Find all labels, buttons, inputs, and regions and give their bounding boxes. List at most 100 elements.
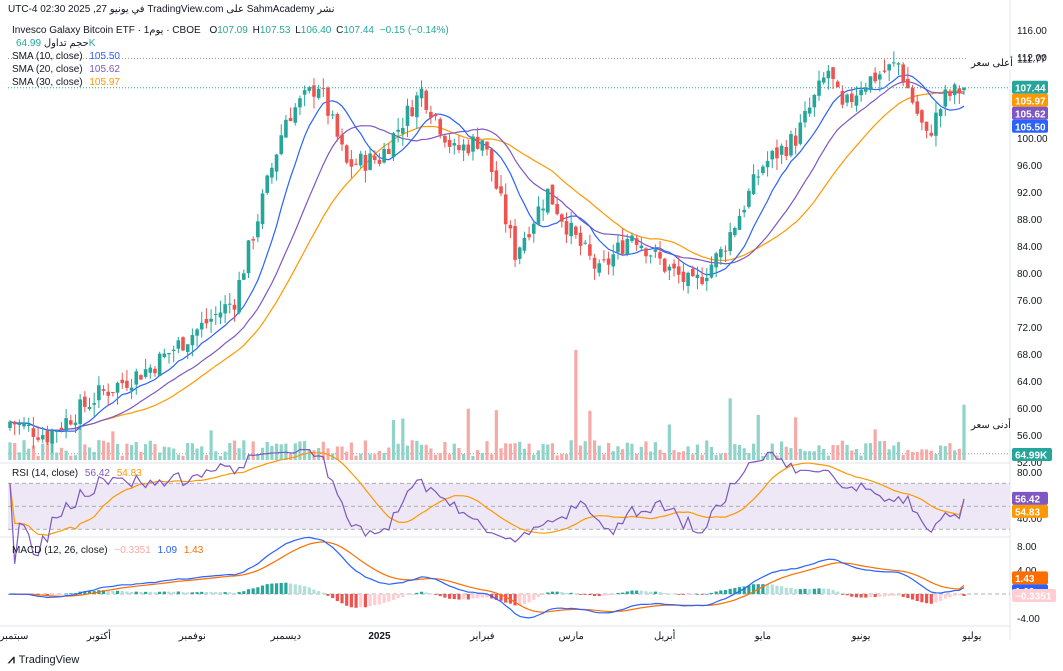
candle-body [686,272,690,286]
candle-body [199,322,204,330]
volume-bar [447,454,452,460]
macd-histogram-bar [59,594,64,595]
macd-histogram-bar [644,591,648,594]
volume-bar [101,440,106,460]
candle-body [181,337,185,351]
macd-histogram-bar [583,594,587,595]
volume-bar [466,408,470,460]
macd-histogram-bar [840,594,845,595]
candle-body [307,87,312,91]
macd-histogram-bar [158,591,162,594]
volume-bar [13,443,17,460]
volume-bar [288,453,293,460]
volume-bar [106,442,110,460]
macd-histogram-bar [209,592,213,594]
volume-bar [490,454,494,460]
volume-bar [826,455,830,460]
volume-bar [948,443,952,460]
volume-bar [742,448,746,460]
volume-bar [854,448,859,460]
macd-histogram-bar [494,594,498,600]
volume-bar [377,450,382,460]
volume-bar [953,450,957,460]
candle-body [185,344,190,352]
candle-body [340,134,344,145]
volume-bar [597,445,601,460]
macd-histogram-bar [186,592,190,594]
candle-body [167,352,171,355]
candle-body [550,184,555,205]
sma10-legend[interactable]: SMA (10, close) 105.50 [12,51,120,62]
candle-body [279,135,284,155]
macd-histogram-bar [144,591,148,594]
candle-body [934,112,938,136]
rsi-tag: 56.42 [1015,494,1040,505]
volume-bar [78,425,82,460]
candle-body [429,111,433,118]
macd-histogram-bar [957,594,961,596]
macd-histogram-bar [83,591,87,594]
candle-body [793,135,798,146]
sma30-legend[interactable]: SMA (30, close) 105.97 [12,77,120,88]
volume-legend[interactable]: حجم تداول 64.99K [12,38,95,49]
tradingview-logo[interactable]: ⩘ TradingView [8,652,79,667]
rsi-legend[interactable]: RSI (14, close) 56.42 54.83 [12,468,142,479]
macd-histogram-bar [288,583,293,594]
volume-bar [429,448,433,460]
candle-body [391,133,396,158]
candle-body [92,403,96,405]
macd-histogram-bar [106,590,110,594]
macd-histogram-bar [649,591,653,594]
sma30-tag: 105.97 [1015,96,1046,107]
candle-body [616,242,620,253]
volume-bar [452,443,456,460]
candle-body [611,254,616,267]
volume-bar [214,451,218,460]
macd-histogram-bar [256,587,260,594]
macd-histogram-bar [878,594,882,597]
macd-histogram-bar [125,591,129,594]
volume-bar [499,448,503,460]
candle-body [358,153,363,166]
price-tick-label: 112.00 [1017,53,1047,64]
volume-bar [518,441,522,460]
candle-body [929,132,934,136]
ohlc-l-label: L [295,25,301,36]
sma20-legend[interactable]: SMA (20, close) 105.62 [12,64,120,75]
macd-histogram-bar [274,583,279,594]
candle-body [143,369,148,377]
volume-bar [120,455,124,460]
candle-body [948,91,952,96]
candle-body [246,240,251,274]
macd-hist-tag-bg [1012,589,1056,603]
candle-body [737,215,742,230]
candle-body [176,340,181,349]
candle-body [882,70,887,72]
candle-body [560,214,564,222]
candle-body [536,206,541,225]
candle-body [775,147,779,159]
volume-bar [887,449,891,460]
macd-histogram-bar [50,594,54,596]
ohlc-c-label: C [336,25,344,36]
volume-bar [223,451,227,460]
macd-histogram-bar [387,594,391,602]
volume-bar [55,452,59,460]
candle-body [527,234,531,238]
macd-legend[interactable]: MACD (12, 26, close) −0.3351 1.09 1.43 [12,545,203,556]
volume-bar [892,445,896,460]
macd-histogram-bar [303,586,307,594]
macd-histogram-bar [906,594,910,599]
volume-bar [536,450,541,460]
volume-bar [709,446,714,460]
macd-histogram-bar [312,589,316,594]
macd-tick-label: 8.00 [1017,542,1037,553]
macd-histogram-bar [190,592,194,594]
publish-note: نشر SahmAcademy على TradingView.com في ي… [8,4,335,15]
macd-histogram-bar [153,592,157,594]
ohlc-l: 106.40 [300,25,332,36]
macd-histogram-bar [929,594,933,604]
volume-bar [251,441,255,460]
volume-bar [934,454,938,460]
